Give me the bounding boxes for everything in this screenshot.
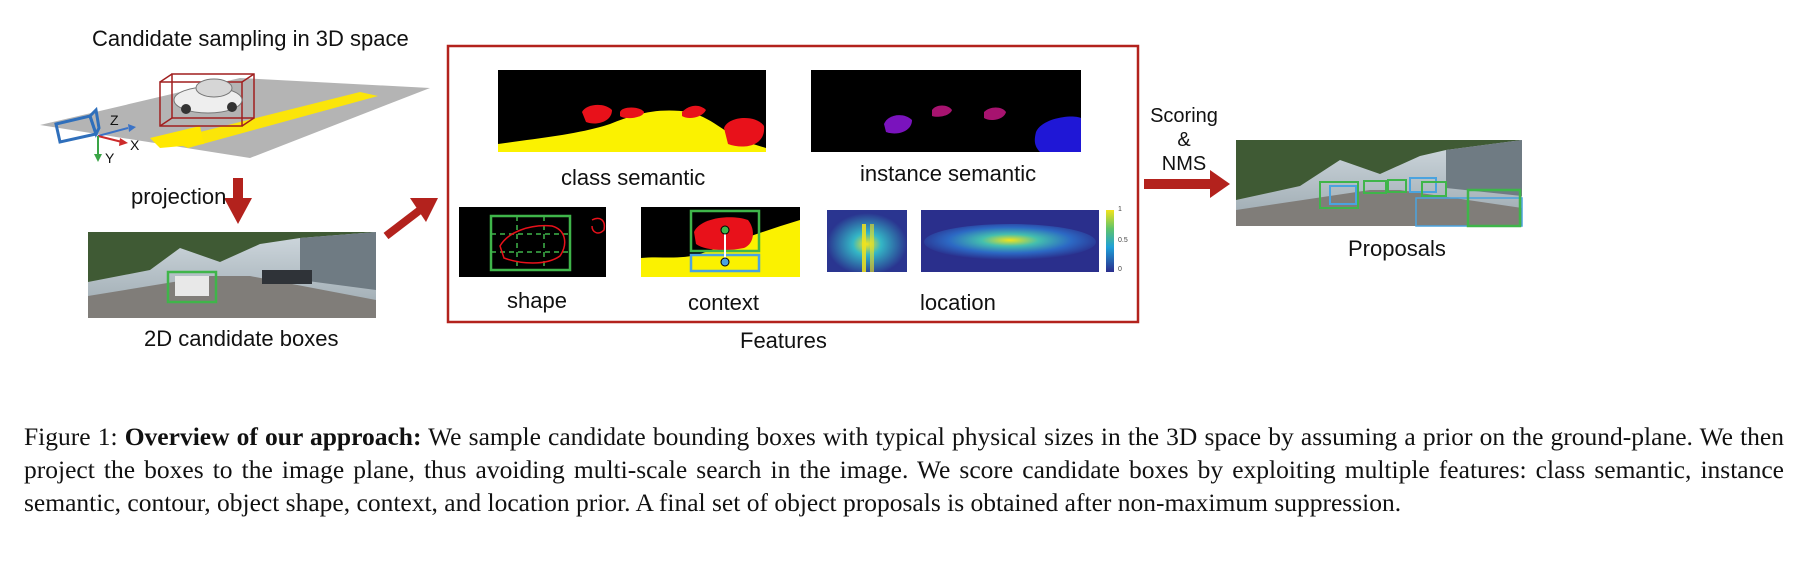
street-photo-candidate	[88, 232, 376, 318]
instance-semantic-label: instance semantic	[860, 161, 1037, 186]
axis-y-label: Y	[105, 150, 115, 166]
colorbar-bottom-tick: 0	[1118, 266, 1122, 273]
features-arrow	[383, 198, 438, 240]
shape-map	[459, 207, 606, 277]
caption-text: We sample candidate bounding boxes with …	[24, 422, 1784, 517]
camera-icon	[54, 106, 101, 144]
class-semantic-map	[498, 70, 766, 152]
shape-label: shape	[507, 288, 567, 313]
features-label: Features	[740, 328, 827, 353]
sampling-title: Candidate sampling in 3D space	[92, 26, 409, 51]
scoring-line-1: Scoring	[1150, 105, 1218, 127]
context-label: context	[688, 290, 759, 315]
scoring-line-3: NMS	[1161, 153, 1207, 175]
coordinate-axes-icon	[94, 124, 136, 162]
caption-bold: Overview of our approach:	[124, 422, 422, 451]
colorbar-top-tick: 1	[1118, 206, 1122, 213]
instance-semantic-map	[811, 70, 1081, 152]
colorbar-mid-tick: 0.5	[1118, 237, 1128, 244]
figure-caption: Figure 1: Overview of our approach: We s…	[24, 420, 1784, 519]
location-label: location	[920, 290, 996, 315]
proposals-label: Proposals	[1348, 236, 1446, 261]
projection-arrow	[224, 178, 252, 224]
caption-prefix: Figure 1:	[24, 422, 125, 451]
class-semantic-label: class semantic	[561, 165, 706, 190]
axis-x-label: X	[130, 137, 140, 153]
scoring-arrow	[1144, 170, 1230, 198]
projection-label: projection	[131, 184, 227, 209]
ground-plane-illustration	[40, 73, 430, 158]
location-heatmap-small	[827, 210, 907, 272]
scoring-nms-label: Scoring & NMS	[1148, 104, 1220, 176]
location-heatmap-wide	[921, 210, 1099, 272]
location-colorbar	[1106, 210, 1114, 272]
scoring-line-2: &	[1177, 129, 1191, 151]
proposals-photo	[1236, 140, 1523, 228]
context-map	[641, 207, 800, 277]
candidate-boxes-caption: 2D candidate boxes	[144, 326, 339, 351]
features-frame	[446, 44, 1140, 324]
axis-z-label: Z	[110, 112, 119, 128]
